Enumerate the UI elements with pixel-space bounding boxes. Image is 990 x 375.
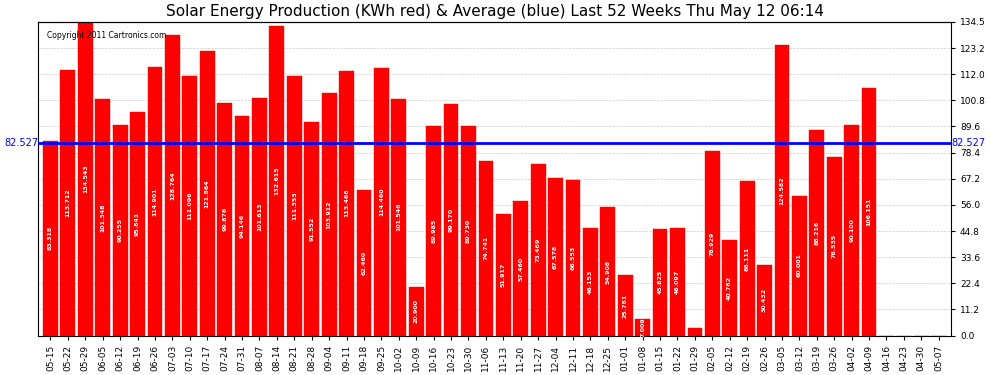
Bar (844, 125, 859, 336)
Text: 45.825: 45.825 (657, 270, 662, 294)
Text: 60.001: 60.001 (797, 254, 802, 278)
Text: 103.912: 103.912 (327, 200, 332, 229)
Bar (200, 51, 215, 336)
Text: 121.864: 121.864 (205, 179, 210, 208)
Bar (636, 319, 650, 336)
Bar (792, 195, 807, 336)
Bar (391, 99, 406, 336)
Text: 54.908: 54.908 (605, 260, 610, 284)
Text: 113.466: 113.466 (345, 189, 349, 217)
Bar (583, 228, 598, 336)
Text: 82.527: 82.527 (4, 138, 39, 148)
Bar (861, 88, 876, 336)
Text: 101.348: 101.348 (100, 203, 105, 232)
Text: 74.741: 74.741 (483, 236, 488, 261)
Bar (687, 328, 702, 336)
Bar (670, 228, 685, 336)
Text: 95.841: 95.841 (135, 211, 140, 236)
Text: 88.216: 88.216 (815, 220, 820, 245)
Bar (600, 207, 615, 336)
Bar (427, 126, 442, 336)
Text: 25.781: 25.781 (623, 293, 628, 318)
Bar (182, 76, 197, 336)
Bar (148, 68, 162, 336)
Bar (478, 161, 493, 336)
Text: 99.170: 99.170 (448, 208, 453, 232)
Text: 132.615: 132.615 (274, 166, 279, 195)
Bar (217, 102, 232, 336)
Text: 101.546: 101.546 (396, 203, 401, 231)
Bar (269, 26, 284, 336)
Bar (340, 71, 354, 336)
Bar (757, 264, 772, 336)
Bar (740, 181, 754, 336)
Bar (235, 116, 249, 336)
Text: 67.578: 67.578 (553, 244, 558, 269)
Bar (287, 76, 302, 336)
Text: 40.762: 40.762 (728, 276, 733, 300)
Bar (444, 104, 458, 336)
Bar (705, 152, 720, 336)
Bar (461, 126, 476, 336)
Bar (514, 201, 528, 336)
Bar (723, 240, 738, 336)
Text: 114.901: 114.901 (152, 187, 157, 216)
Text: 82.527: 82.527 (951, 138, 985, 148)
Bar (827, 157, 842, 336)
Text: 99.876: 99.876 (222, 207, 227, 231)
Bar (95, 99, 110, 336)
Text: 91.552: 91.552 (309, 217, 314, 241)
Text: 57.460: 57.460 (518, 256, 524, 280)
Bar (356, 190, 371, 336)
Bar (165, 35, 180, 336)
Bar (548, 178, 563, 336)
Text: 66.111: 66.111 (744, 246, 749, 270)
Text: 101.613: 101.613 (257, 203, 262, 231)
Text: 94.146: 94.146 (240, 214, 245, 238)
Text: 89.730: 89.730 (466, 219, 471, 243)
Bar (252, 99, 267, 336)
Bar (374, 69, 389, 336)
Text: 76.535: 76.535 (832, 234, 837, 258)
Bar (78, 22, 93, 336)
Bar (44, 141, 57, 336)
Text: 90.100: 90.100 (849, 219, 854, 242)
Text: 46.097: 46.097 (675, 270, 680, 294)
Bar (322, 93, 337, 336)
Text: 124.582: 124.582 (779, 176, 784, 204)
Bar (409, 287, 424, 336)
Text: 78.929: 78.929 (710, 231, 715, 256)
Text: 90.255: 90.255 (118, 218, 123, 242)
Text: 51.917: 51.917 (501, 263, 506, 287)
Text: 62.460: 62.460 (361, 251, 366, 275)
Text: 114.460: 114.460 (379, 188, 384, 216)
Text: 83.318: 83.318 (48, 226, 53, 251)
Title: Solar Energy Production (KWh red) & Average (blue) Last 52 Weeks Thu May 12 06:1: Solar Energy Production (KWh red) & Aver… (165, 4, 824, 19)
Bar (113, 125, 128, 336)
Text: 134.543: 134.543 (83, 164, 88, 193)
Bar (652, 229, 667, 336)
Bar (496, 214, 511, 336)
Text: 73.469: 73.469 (536, 238, 541, 262)
Text: 128.764: 128.764 (170, 171, 175, 200)
Bar (618, 275, 633, 336)
Bar (304, 122, 319, 336)
Bar (774, 45, 789, 336)
Text: 7.009: 7.009 (641, 318, 645, 337)
Text: 30.432: 30.432 (762, 288, 767, 312)
Text: 20.900: 20.900 (414, 299, 419, 323)
Text: 46.153: 46.153 (588, 270, 593, 294)
Text: 111.353: 111.353 (292, 191, 297, 220)
Bar (60, 70, 75, 336)
Bar (130, 112, 145, 336)
Text: 106.151: 106.151 (866, 198, 871, 226)
Text: Copyright 2011 Cartronics.com: Copyright 2011 Cartronics.com (48, 31, 166, 40)
Bar (531, 164, 545, 336)
Text: 111.096: 111.096 (187, 192, 192, 220)
Bar (565, 180, 580, 336)
Text: 113.712: 113.712 (65, 189, 70, 217)
Text: 66.553: 66.553 (570, 246, 575, 270)
Text: 89.985: 89.985 (432, 219, 437, 243)
Bar (810, 130, 825, 336)
